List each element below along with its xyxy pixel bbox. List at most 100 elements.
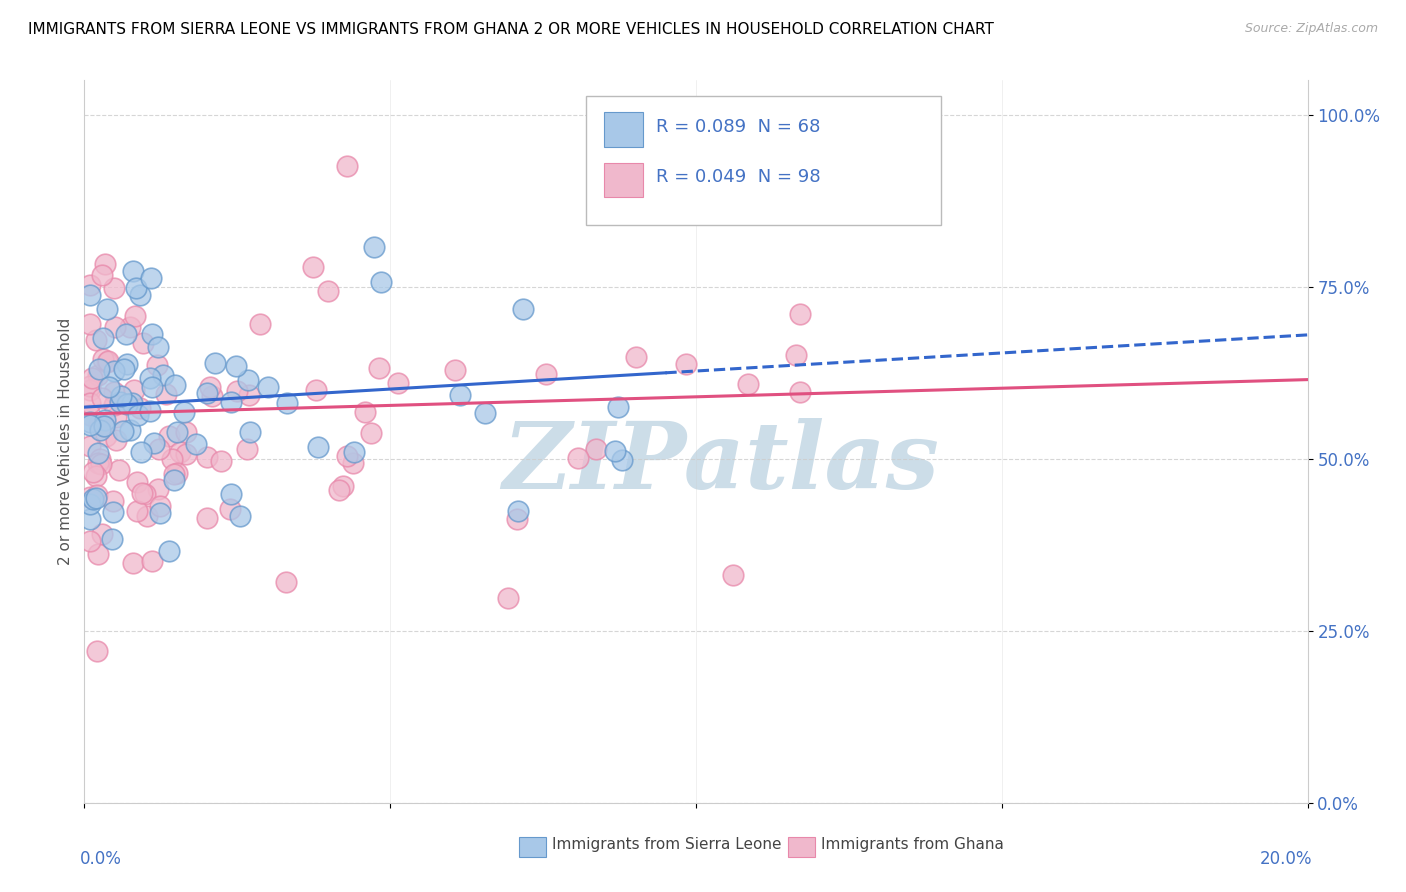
FancyBboxPatch shape — [586, 96, 941, 225]
Point — [79, 396, 101, 410]
Point — [86, 488, 108, 502]
Bar — [605, 112, 644, 147]
Point — [87, 547, 110, 561]
Point — [148, 442, 170, 457]
Point — [79, 409, 101, 423]
Point — [342, 456, 364, 470]
Point — [141, 380, 163, 394]
Text: Source: ZipAtlas.com: Source: ZipAtlas.com — [1244, 22, 1378, 36]
Point — [124, 310, 146, 324]
Point — [367, 360, 389, 375]
Point — [86, 333, 108, 347]
Point — [124, 383, 146, 397]
Point — [184, 436, 207, 450]
Point — [449, 388, 471, 402]
Point — [238, 388, 260, 402]
Point — [195, 510, 218, 524]
Text: 0.0%: 0.0% — [80, 850, 121, 868]
Point — [176, 425, 198, 440]
Text: R = 0.089  N = 68: R = 0.089 N = 68 — [655, 118, 820, 136]
Point — [328, 483, 350, 497]
Point — [112, 361, 135, 376]
Point — [103, 384, 125, 399]
Point — [131, 486, 153, 500]
Point — [101, 532, 124, 546]
Point — [91, 268, 114, 282]
Point — [96, 302, 118, 317]
Point — [567, 451, 589, 466]
Point — [219, 502, 242, 516]
Point — [155, 387, 177, 401]
Y-axis label: 2 or more Vehicles in Household: 2 or more Vehicles in Household — [58, 318, 73, 566]
Point — [512, 301, 534, 316]
Point — [343, 444, 366, 458]
Point — [93, 331, 115, 345]
Point — [276, 396, 298, 410]
Point — [626, 351, 648, 365]
Point — [789, 307, 811, 321]
Point — [93, 418, 115, 433]
Point — [204, 356, 226, 370]
Point — [84, 469, 107, 483]
Point — [160, 451, 183, 466]
Point — [79, 497, 101, 511]
Bar — [787, 837, 814, 857]
Point — [302, 260, 325, 275]
Point — [125, 281, 148, 295]
Point — [79, 415, 101, 429]
Point — [86, 368, 108, 382]
Point — [239, 425, 262, 440]
Point — [307, 440, 329, 454]
Point — [146, 358, 169, 372]
Point — [101, 494, 124, 508]
Point — [79, 317, 101, 331]
Point — [146, 482, 169, 496]
Point — [84, 491, 107, 506]
Point — [118, 423, 141, 437]
Bar — [519, 837, 546, 857]
Point — [256, 380, 278, 394]
Point — [536, 368, 558, 382]
Point — [157, 543, 180, 558]
Point — [129, 401, 152, 416]
Point — [129, 445, 152, 459]
Text: Immigrants from Sierra Leone: Immigrants from Sierra Leone — [551, 838, 782, 852]
Point — [101, 505, 124, 519]
Point — [97, 354, 120, 368]
Point — [221, 486, 243, 500]
Bar — [605, 162, 644, 197]
Point — [79, 383, 101, 397]
Point — [89, 423, 111, 437]
Point — [198, 380, 221, 394]
Point — [195, 450, 218, 465]
Point — [94, 429, 117, 443]
Point — [169, 444, 191, 458]
Point — [174, 447, 197, 461]
Point — [79, 534, 101, 549]
Point — [139, 404, 162, 418]
Point — [108, 394, 131, 409]
Point — [146, 340, 169, 354]
Point — [105, 433, 128, 447]
Point — [93, 419, 115, 434]
Point — [335, 449, 357, 463]
Point — [219, 395, 242, 409]
Point — [225, 384, 247, 398]
Point — [89, 452, 111, 467]
Point — [508, 504, 530, 518]
Point — [603, 444, 626, 458]
Point — [131, 336, 153, 351]
Point — [149, 499, 172, 513]
Point — [675, 357, 697, 371]
Point — [125, 504, 148, 518]
Text: ZIPatlas: ZIPatlas — [502, 418, 939, 508]
Text: 20.0%: 20.0% — [1260, 850, 1312, 868]
Point — [96, 355, 118, 369]
Point — [90, 458, 112, 472]
Point — [105, 409, 128, 424]
Point — [108, 462, 131, 476]
Point — [166, 466, 188, 480]
Text: Immigrants from Ghana: Immigrants from Ghana — [821, 838, 1004, 852]
Point — [103, 364, 125, 378]
Point — [94, 257, 117, 271]
